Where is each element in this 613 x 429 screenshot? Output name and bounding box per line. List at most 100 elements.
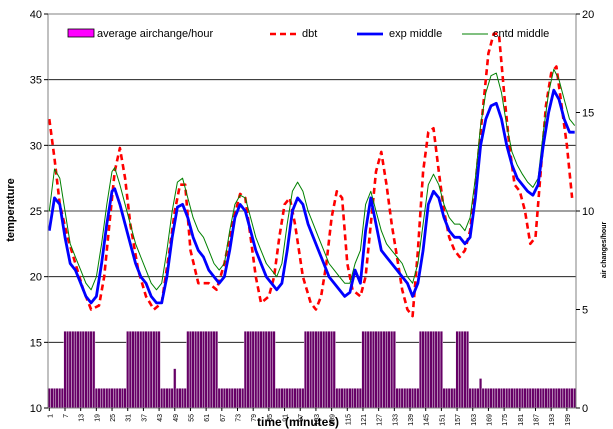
airchange-bar xyxy=(565,388,569,409)
airchange-bar xyxy=(68,330,72,409)
airchange-bar xyxy=(324,330,328,409)
airchange-bar xyxy=(269,330,273,409)
airchange-bar xyxy=(411,388,415,409)
x-tick-label: 85 xyxy=(267,414,274,422)
airchange-bar xyxy=(377,330,381,409)
airchange-bar xyxy=(53,388,57,409)
airchange-bar xyxy=(317,330,321,409)
airchange-bar xyxy=(424,330,428,409)
airchange-bar xyxy=(215,330,219,409)
airchange-bar xyxy=(466,330,470,409)
airchange-bar xyxy=(285,388,289,409)
airchange-bar xyxy=(432,330,436,409)
legend: average airchange/hour dbt exp middle cntd … xyxy=(67,28,549,40)
airchange-bar xyxy=(382,330,386,409)
airchange-bar xyxy=(554,388,558,409)
airchange-bar xyxy=(120,388,125,409)
airchange-bar xyxy=(131,330,135,409)
airchange-bar xyxy=(87,330,91,409)
airchange-bar xyxy=(149,330,153,409)
x-tick-label: 1 xyxy=(47,414,54,418)
airchange-bar xyxy=(126,330,130,409)
x-tick-label: 187 xyxy=(533,414,540,426)
airchange-bar xyxy=(458,330,462,409)
airchange-bar xyxy=(421,330,425,409)
airchange-bar xyxy=(463,330,467,409)
airchange-bar xyxy=(450,388,454,409)
airchange-bar xyxy=(113,388,117,409)
airchange-bar xyxy=(523,388,527,409)
airchange-bar xyxy=(63,330,67,409)
airchange-bar xyxy=(330,330,334,409)
x-tick-label: 7 xyxy=(63,414,70,418)
airchange-bar xyxy=(76,330,80,409)
airchange-bar xyxy=(473,388,477,409)
airchange-bar xyxy=(267,330,271,409)
x-tick-label: 13 xyxy=(79,414,86,422)
airchange-bar xyxy=(288,388,292,409)
airchange-bar xyxy=(552,388,556,409)
airchange-bar xyxy=(225,388,229,409)
y-tick-label: 25 xyxy=(30,206,42,218)
airchange-bar xyxy=(249,330,253,409)
airchange-bar xyxy=(275,388,279,409)
y-tick-label: 10 xyxy=(30,403,42,415)
airchange-bar xyxy=(520,388,524,409)
x-tick-label: 61 xyxy=(204,414,211,422)
airchange-bar xyxy=(50,388,54,409)
airchange-bar xyxy=(314,330,318,409)
airchange-bar xyxy=(147,330,151,409)
x-tick-label: 79 xyxy=(251,414,258,422)
airchange-bar xyxy=(361,330,365,409)
x-tick-label: 193 xyxy=(549,414,556,426)
airchange-bar xyxy=(100,388,104,409)
airchange-bar xyxy=(71,330,75,409)
x-tick-label: 169 xyxy=(486,414,493,426)
airchange-bar xyxy=(403,388,407,409)
airchange-bar xyxy=(322,330,326,409)
airchange-bar xyxy=(84,330,88,409)
x-tick-label: 145 xyxy=(424,414,431,426)
airchange-bar xyxy=(241,388,245,409)
x-tick-label: 91 xyxy=(283,414,290,422)
airchange-bar xyxy=(204,330,208,409)
airchange-bar xyxy=(123,388,127,409)
airchange-bar xyxy=(303,330,307,409)
airchange-bar xyxy=(340,388,344,409)
airchange-bar xyxy=(238,388,242,409)
series-lines xyxy=(47,32,576,318)
y-tick-label: 30 xyxy=(30,140,42,152)
airchange-bar xyxy=(173,368,177,409)
airchange-bar xyxy=(293,388,297,409)
airchange-bar xyxy=(188,330,192,409)
x-axis-ticks: 1 7 13 19 25 31 37 43 49 55 61 67 73 79 85 91 97 103 109 11… xyxy=(47,408,572,426)
airchange-bar xyxy=(199,330,203,409)
airchange-bar xyxy=(486,388,490,409)
airchange-bar xyxy=(89,330,93,409)
x-axis-label: time (minutes) xyxy=(257,415,339,429)
airchange-bar xyxy=(528,388,532,409)
airchange-bar xyxy=(209,330,213,409)
y2-tick-label: 15 xyxy=(582,108,594,120)
x-tick-label: 121 xyxy=(361,414,368,426)
x-tick-label: 133 xyxy=(392,414,399,426)
airchange-bar xyxy=(544,388,548,409)
airchange-bar xyxy=(395,388,399,409)
airchange-bar xyxy=(418,330,422,409)
airchange-bar xyxy=(178,388,182,409)
airchange-bar xyxy=(94,388,98,409)
airchange-bar xyxy=(60,388,64,409)
gridlines xyxy=(48,79,576,343)
airchange-bar xyxy=(447,388,451,409)
airchange-bar xyxy=(445,388,449,409)
airchange-bar xyxy=(136,330,140,409)
airchange-bar xyxy=(494,388,498,409)
airchange-bar xyxy=(102,388,106,409)
airchange-bar xyxy=(251,330,255,409)
airchange-bar xyxy=(356,388,360,409)
series-line-dbt xyxy=(48,32,574,318)
airchange-bar xyxy=(319,330,323,409)
airchange-bar xyxy=(235,388,240,409)
airchange-bar xyxy=(152,330,156,409)
airchange-bar xyxy=(468,388,472,409)
